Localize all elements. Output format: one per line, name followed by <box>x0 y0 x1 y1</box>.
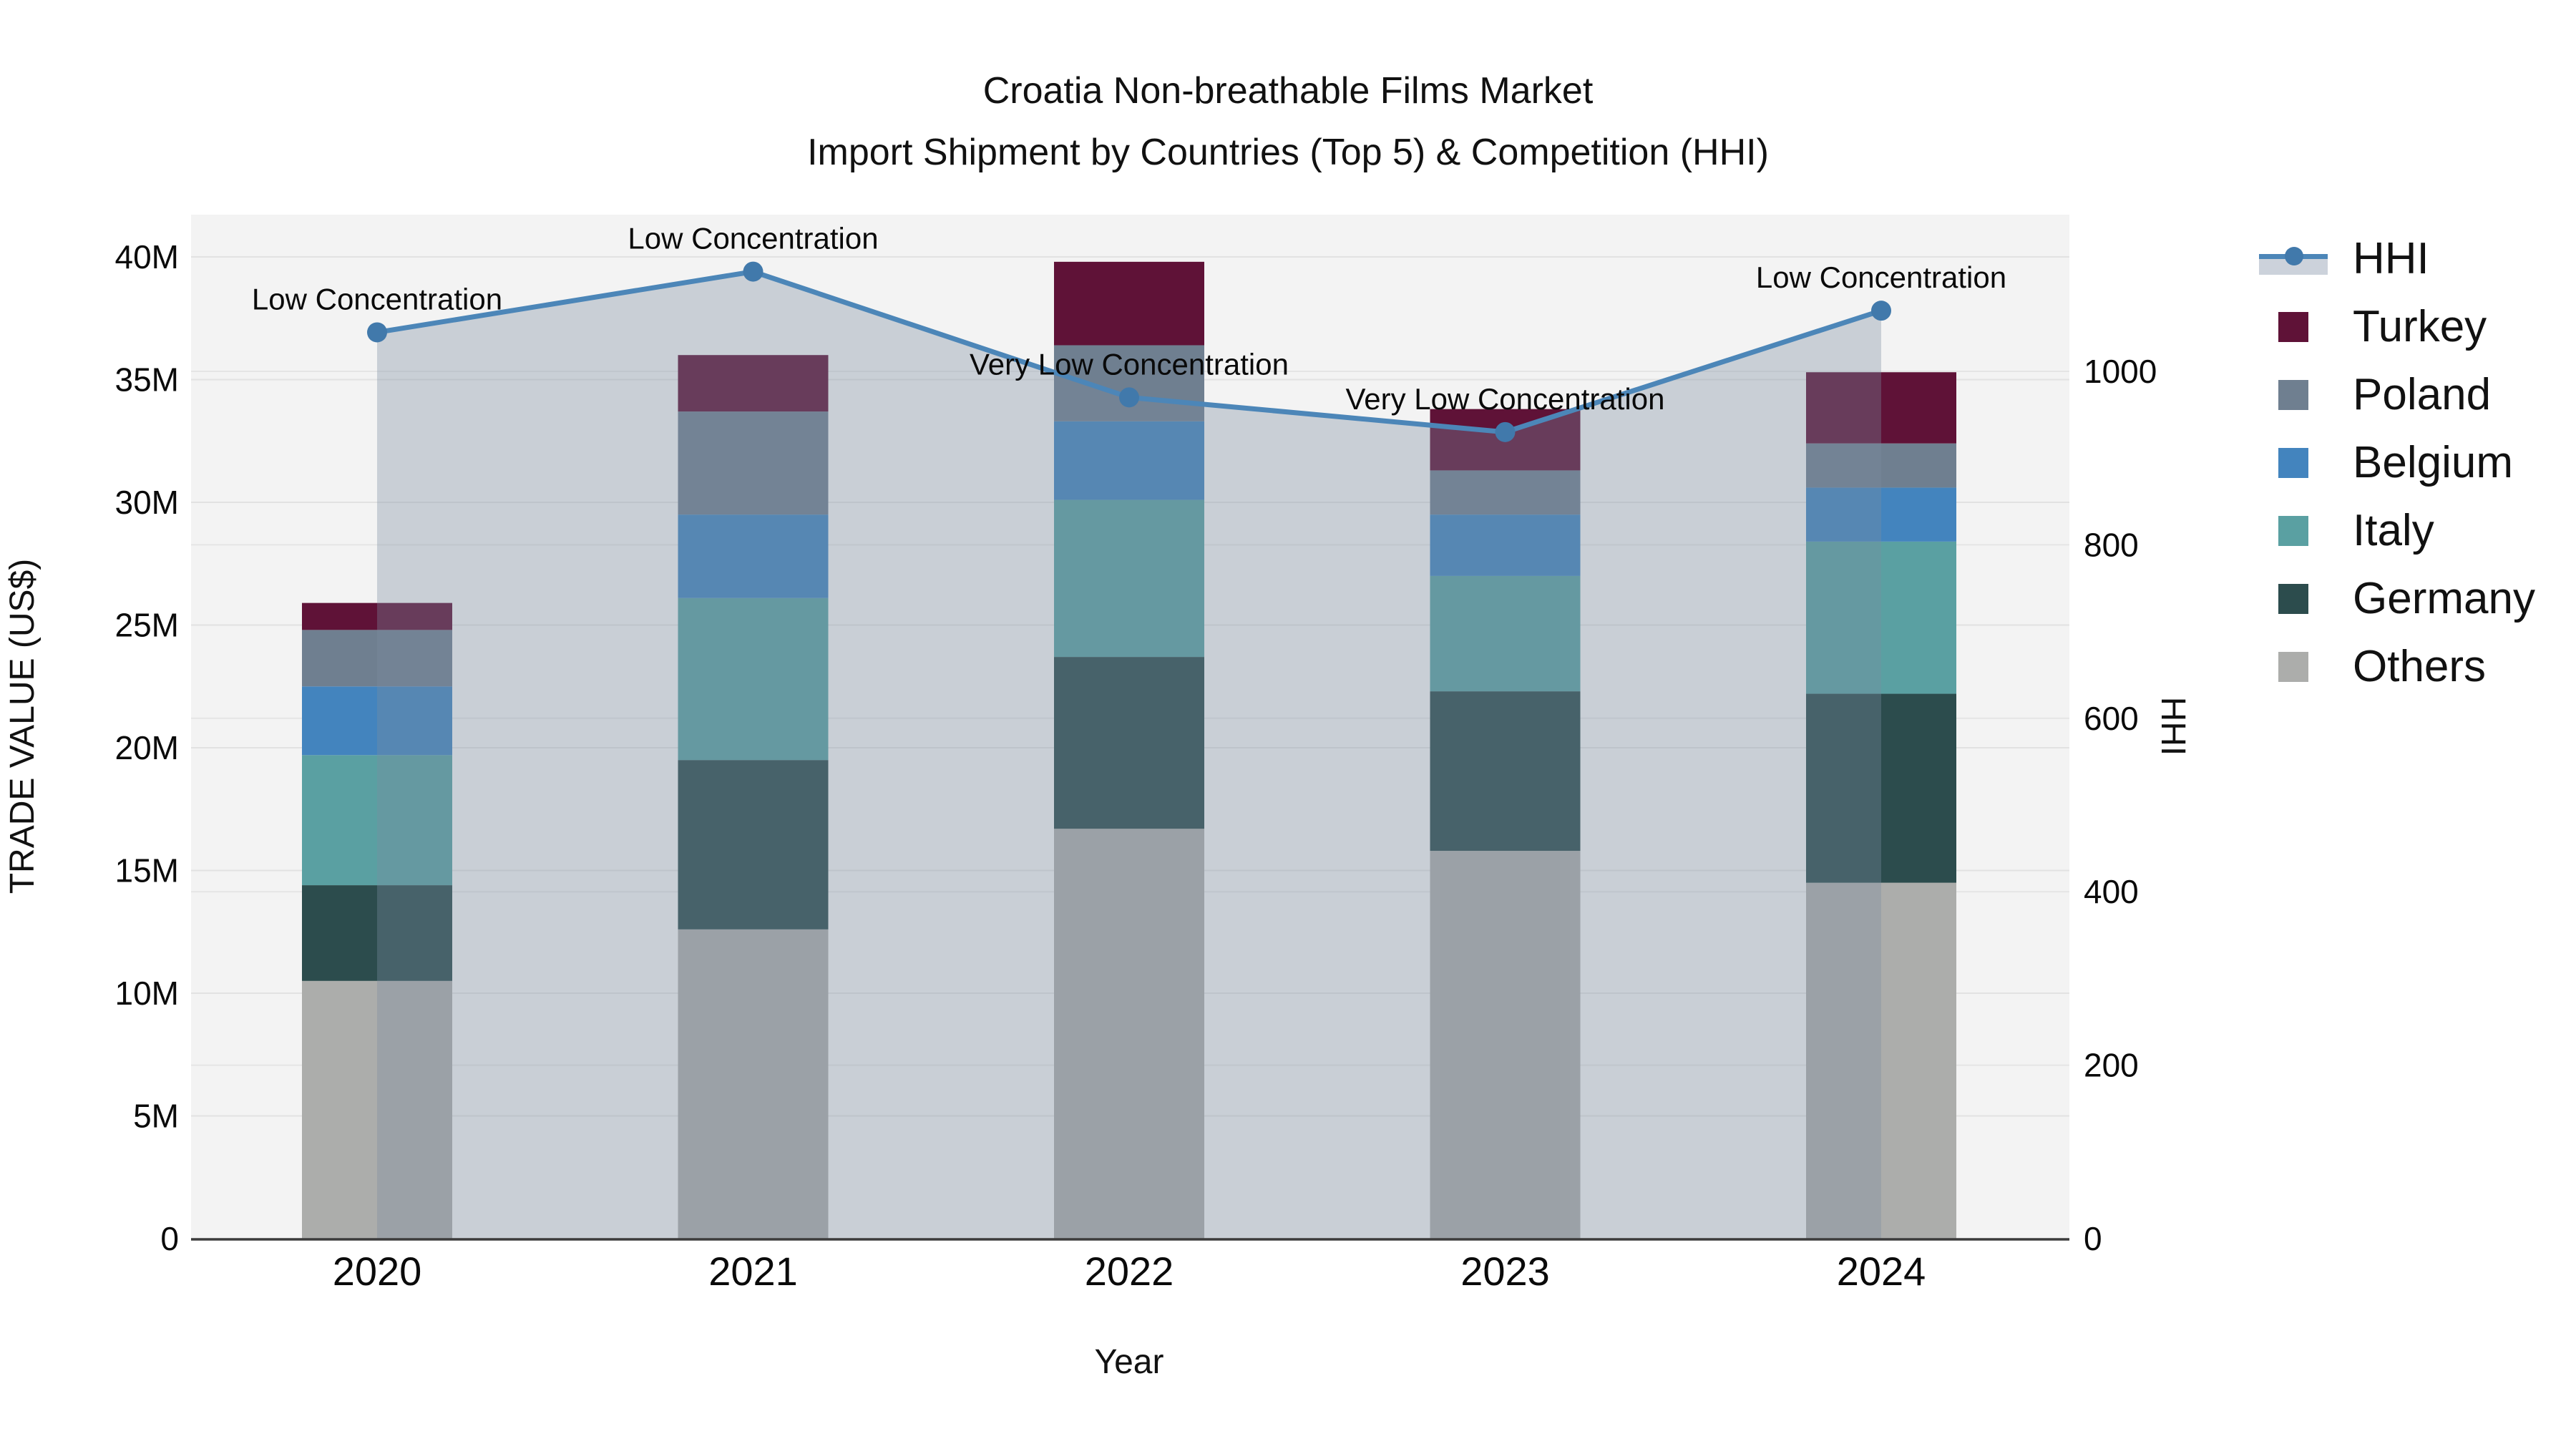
bar-segment-italy-2022 <box>1054 499 1204 658</box>
y-left-tick-40M: 40M <box>115 238 179 275</box>
legend-label-hhi: HHI <box>2353 234 2429 283</box>
legend-glyph-col <box>2254 311 2333 342</box>
legend-glyph-col <box>2254 240 2333 278</box>
bar-segment-poland-2022 <box>1054 345 1204 421</box>
bar-segment-italy-2024 <box>1806 541 1956 694</box>
bar-segment-others-2020 <box>302 980 452 1239</box>
bar-segment-germany-2021 <box>678 760 829 930</box>
legend-item-belgium[interactable]: Belgium <box>2254 429 2569 497</box>
legend-label-poland: Poland <box>2353 370 2492 419</box>
legend-label-others: Others <box>2353 642 2487 691</box>
y-left-tick-25M: 25M <box>115 607 179 644</box>
y-left-tick-0: 0 <box>160 1220 179 1257</box>
hhi-marker-dot-icon <box>2285 246 2303 265</box>
hhi-marker-2021 <box>743 261 763 282</box>
legend-item-hhi[interactable]: HHI <box>2254 225 2569 293</box>
bar-segment-germany-2023 <box>1430 691 1581 852</box>
y-left-tick-20M: 20M <box>115 729 179 766</box>
bar-segment-germany-2024 <box>1806 693 1956 883</box>
bar-segment-poland-2021 <box>678 411 829 515</box>
hhi-marker-2024 <box>1871 301 1891 321</box>
x-axis-title: Year <box>1094 1343 1164 1381</box>
hhi-area-fill <box>377 271 1881 1239</box>
bar-segment-others-2023 <box>1430 851 1581 1239</box>
chart-title-block: Croatia Non-breathable Films Market Impo… <box>0 60 2576 183</box>
bar-segment-poland-2023 <box>1430 470 1581 515</box>
legend-item-italy[interactable]: Italy <box>2254 497 2569 565</box>
hhi-line-area-sample-icon <box>2259 240 2328 278</box>
annotation-2023: Very Low Concentration <box>1346 382 1665 416</box>
y-left-tick-35M: 35M <box>115 361 179 399</box>
legend-glyph-col <box>2254 651 2333 682</box>
bar-segment-turkey-2022 <box>1054 261 1204 346</box>
legend-swatch-italy <box>2278 515 2308 546</box>
annotation-2020: Low Concentration <box>252 282 502 316</box>
legend-glyph-col <box>2254 379 2333 410</box>
chart-title-line1: Croatia Non-breathable Films Market <box>982 70 1594 112</box>
y-right-tick-1000: 1000 <box>2084 353 2157 390</box>
hhi-marker-2020 <box>367 322 387 343</box>
legend-label-belgium: Belgium <box>2353 438 2513 487</box>
legend-glyph-col <box>2254 583 2333 614</box>
legend-item-poland[interactable]: Poland <box>2254 361 2569 429</box>
legend-item-turkey[interactable]: Turkey <box>2254 293 2569 361</box>
bar-segment-italy-2020 <box>302 755 452 886</box>
y-right-tick-400: 400 <box>2084 873 2139 910</box>
hhi-marker-2022 <box>1119 387 1139 408</box>
legend-glyph-col <box>2254 515 2333 546</box>
bar-segment-belgium-2020 <box>302 686 452 756</box>
x-tick-2024: 2024 <box>1837 1249 1926 1294</box>
legend-label-germany: Germany <box>2353 574 2535 623</box>
chart-title-line2: Import Shipment by Countries (Top 5) & C… <box>807 132 1769 173</box>
bar-segment-turkey-2024 <box>1806 372 1956 444</box>
y-right-tick-800: 800 <box>2084 526 2139 563</box>
y-left-tick-5M: 5M <box>133 1098 179 1135</box>
y-right-tick-0: 0 <box>2084 1220 2102 1257</box>
x-tick-2021: 2021 <box>708 1249 798 1294</box>
bar-segment-germany-2020 <box>302 885 452 981</box>
y-right-tick-200: 200 <box>2084 1047 2139 1084</box>
legend-item-germany[interactable]: Germany <box>2254 565 2569 633</box>
annotation-2024: Low Concentration <box>1756 260 2006 294</box>
bar-segment-belgium-2023 <box>1430 514 1581 576</box>
bar-segment-belgium-2022 <box>1054 421 1204 500</box>
bar-segment-belgium-2021 <box>678 514 829 598</box>
bar-segment-turkey-2020 <box>302 602 452 630</box>
bar-segment-turkey-2021 <box>678 355 829 412</box>
bar-segment-italy-2021 <box>678 597 829 761</box>
legend-swatch-poland <box>2278 379 2308 410</box>
legend: HHI Turkey Poland Belgium Italy Germany Others <box>2254 225 2569 701</box>
y-left-tick-30M: 30M <box>115 484 179 521</box>
x-tick-2020: 2020 <box>333 1249 422 1294</box>
legend-item-others[interactable]: Others <box>2254 633 2569 701</box>
bar-segment-belgium-2024 <box>1806 487 1956 542</box>
legend-glyph-col <box>2254 447 2333 478</box>
x-tick-2023: 2023 <box>1460 1249 1550 1294</box>
legend-swatch-belgium <box>2278 447 2308 478</box>
legend-swatch-germany <box>2278 583 2308 614</box>
bar-segment-poland-2020 <box>302 630 452 687</box>
bar-segment-italy-2023 <box>1430 575 1581 692</box>
bar-segment-others-2022 <box>1054 829 1204 1239</box>
legend-swatch-turkey <box>2278 311 2308 342</box>
bar-segment-poland-2024 <box>1806 443 1956 488</box>
legend-label-turkey: Turkey <box>2353 302 2487 351</box>
y-right-tick-600: 600 <box>2084 700 2139 737</box>
y-left-tick-10M: 10M <box>115 975 179 1012</box>
bar-segment-germany-2022 <box>1054 657 1204 829</box>
annotation-2022: Very Low Concentration <box>970 347 1289 381</box>
y-left-tick-15M: 15M <box>115 852 179 889</box>
legend-label-italy: Italy <box>2353 506 2434 555</box>
annotation-2021: Low Concentration <box>628 222 878 255</box>
bar-segment-others-2024 <box>1806 882 1956 1239</box>
x-tick-2022: 2022 <box>1085 1249 1174 1294</box>
legend-swatch-others <box>2278 651 2308 682</box>
hhi-marker-2023 <box>1495 421 1516 442</box>
stacked-bars <box>302 261 1956 1239</box>
bar-segment-others-2021 <box>678 929 829 1239</box>
